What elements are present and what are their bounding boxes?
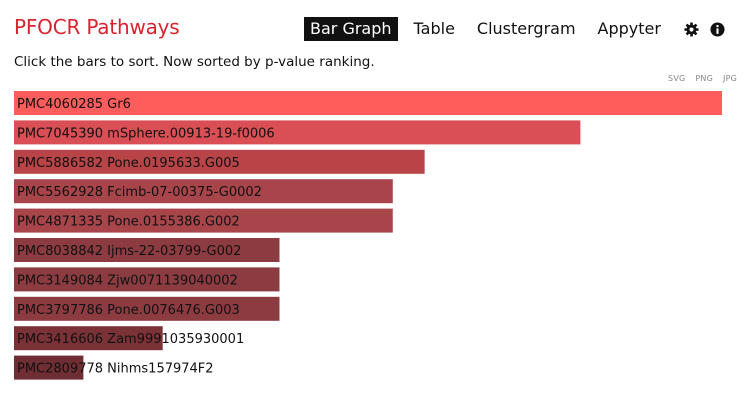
bar-label-5: PMC4871335 Pone.0155386.G002 xyxy=(17,215,240,230)
info-icon[interactable] xyxy=(707,18,729,40)
bar-7[interactable] xyxy=(14,267,280,292)
export-svg-link[interactable]: SVG xyxy=(668,74,686,83)
app-title: PFOCR Pathways xyxy=(14,15,180,39)
bar-label-1: PMC4060285 Gr6 xyxy=(17,97,131,112)
sort-instructions: Click the bars to sort. Now sorted by p-… xyxy=(14,54,375,70)
export-png-link[interactable]: PNG xyxy=(695,74,714,83)
tab-appyter[interactable]: Appyter xyxy=(597,19,661,38)
bar-label-6: PMC8038842 Ijms-22-03799-G002 xyxy=(17,244,241,259)
gear-icon[interactable] xyxy=(681,18,703,40)
bar-3[interactable] xyxy=(14,149,425,174)
bar-2[interactable] xyxy=(14,120,581,145)
bar-label-9: PMC3416606 Zam9991035930001 xyxy=(17,332,244,347)
bar-10[interactable] xyxy=(14,355,84,380)
bar-6[interactable] xyxy=(14,238,280,262)
bar-label-3: PMC5886582 Pone.0195633.G005 xyxy=(17,156,240,171)
bar-8[interactable] xyxy=(14,296,280,321)
bar-4[interactable] xyxy=(14,179,393,204)
bar-label-8: PMC3797786 Pone.0076476.G003 xyxy=(17,303,240,318)
bar-label-2: PMC7045390 mSphere.00913-19-f0006 xyxy=(17,126,275,141)
tab-table[interactable]: Table xyxy=(413,19,455,38)
nav-bar: Bar Graph Table Clustergram Appyter xyxy=(304,16,729,42)
bar-5[interactable] xyxy=(14,208,393,233)
export-links: SVG PNG JPG xyxy=(668,74,737,83)
bar-1[interactable] xyxy=(14,91,722,115)
bar-9[interactable] xyxy=(14,326,163,351)
tab-bar-graph[interactable]: Bar Graph xyxy=(304,17,398,41)
bar-label-10: PMC2809778 Nihms157974F2 xyxy=(17,362,214,377)
bar-label-7: PMC3149084 Zjw0071139040002 xyxy=(17,273,238,288)
bar-label-4: PMC5562928 Fcimb-07-00375-G0002 xyxy=(17,185,262,200)
tab-clustergram[interactable]: Clustergram xyxy=(476,19,576,38)
export-jpg-link[interactable]: JPG xyxy=(723,74,737,83)
